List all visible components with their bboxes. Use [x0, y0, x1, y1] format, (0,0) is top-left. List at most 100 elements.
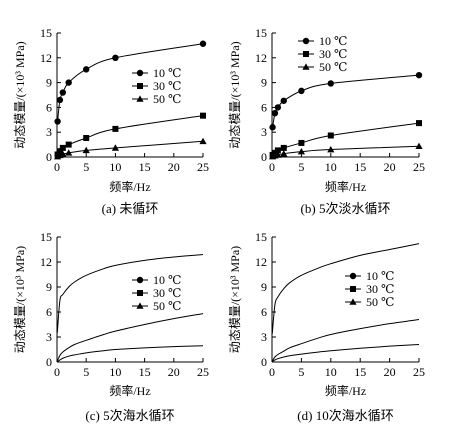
data-point	[199, 137, 207, 145]
series-line-0	[272, 74, 420, 128]
x-tick-label: 5	[83, 365, 89, 379]
data-point	[59, 144, 66, 151]
data-point	[280, 144, 287, 151]
x-tick-label: 25	[197, 365, 209, 379]
panel-caption: (a) 未循环	[102, 201, 159, 216]
data-point	[65, 79, 72, 86]
legend-marker	[136, 69, 144, 77]
x-tick-label: 20	[384, 365, 396, 379]
legend-marker	[349, 272, 357, 280]
data-point	[65, 149, 73, 156]
y-tick-label: 15	[255, 230, 267, 244]
data-point	[274, 147, 281, 154]
data-point	[111, 144, 119, 151]
panel-caption: (b) 5次淡水循环	[301, 201, 391, 216]
data-point	[280, 97, 287, 104]
x-axis-label: 频率/Hz	[325, 383, 366, 398]
data-point	[327, 80, 334, 87]
chart-panel-0: 0 5 10 15 20 25 0 3 6 9 12 15 频率/Hz 动态模量/(×10³ MPa) (a…	[13, 26, 209, 216]
data-point	[56, 148, 63, 155]
legend: 10 ℃30 ℃50 ℃	[132, 273, 181, 313]
series-line-0	[56, 254, 204, 333]
y-tick-label: 6	[261, 100, 267, 114]
x-tick-label: 20	[168, 365, 180, 379]
legend-label: 10 ℃	[366, 269, 394, 283]
legend-marker	[136, 276, 144, 284]
legend-label: 50 ℃	[366, 295, 394, 309]
data-point	[327, 145, 335, 153]
x-axis-label: 频率/Hz	[109, 383, 150, 398]
data-point	[327, 132, 334, 139]
x-tick-label: 10	[325, 365, 337, 379]
y-tick-label: 12	[255, 255, 267, 269]
data-point	[82, 146, 90, 154]
x-tick-label: 5	[83, 160, 89, 174]
data-point	[83, 134, 90, 141]
x-axis-label: 频率/Hz	[325, 179, 366, 194]
series-line-2	[272, 145, 420, 158]
x-tick-label: 10	[325, 160, 337, 174]
chart-panel-3: 0 5 10 15 20 25 0 3 6 9 12 15 频率/Hz 动态模量/(×10³ MPa) (d…	[228, 230, 425, 423]
y-tick-label: 15	[40, 230, 52, 244]
data-point	[56, 96, 64, 104]
x-tick-label: 15	[354, 365, 366, 379]
y-axis-label: 动态模量/(×10³ MPa)	[228, 246, 242, 353]
x-tick-label: 15	[139, 365, 151, 379]
x-axis-label: 频率/Hz	[109, 179, 150, 194]
data-point	[297, 148, 305, 155]
y-tick-label: 12	[40, 51, 52, 65]
y-tick-label: 15	[40, 26, 52, 40]
y-axis-label: 动态模量/(×10³ MPa)	[13, 246, 27, 353]
chart-panel-2: 0 5 10 15 20 25 0 3 6 9 12 15 频率/Hz 动态模量/(×10³ MPa) (c…	[13, 230, 209, 423]
y-tick-label: 12	[255, 51, 267, 65]
legend-marker	[349, 298, 357, 305]
series-line-0	[271, 243, 420, 334]
legend-label: 50 ℃	[153, 299, 181, 313]
data-point	[83, 66, 90, 73]
y-tick-label: 6	[261, 305, 267, 319]
y-axis-label: 动态模量/(×10³ MPa)	[13, 41, 27, 148]
y-tick-label: 3	[46, 330, 52, 344]
x-tick-label: 0	[54, 160, 60, 174]
data-point	[65, 141, 72, 148]
data-point	[274, 151, 282, 158]
legend-marker	[302, 63, 310, 70]
y-tick-label: 12	[40, 255, 52, 269]
x-tick-label: 0	[54, 365, 60, 379]
x-tick-label: 10	[109, 365, 121, 379]
data-point	[415, 142, 423, 150]
legend: 10 ℃30 ℃50 ℃	[298, 34, 347, 74]
data-point	[59, 150, 67, 157]
series-line-1	[56, 313, 204, 362]
legend-label: 30 ℃	[153, 79, 181, 93]
y-tick-label: 0	[46, 355, 52, 369]
data-point	[269, 124, 276, 131]
series-line-1	[57, 115, 204, 155]
legend-label: 30 ℃	[366, 282, 394, 296]
legend-label: 10 ℃	[153, 273, 181, 287]
x-tick-label: 5	[298, 365, 304, 379]
legend-label: 50 ℃	[153, 92, 181, 106]
legend-label: 30 ℃	[153, 286, 181, 300]
y-tick-label: 9	[261, 76, 267, 90]
y-tick-label: 3	[261, 125, 267, 139]
data-point	[59, 89, 67, 96]
legend: 10 ℃30 ℃50 ℃	[345, 269, 394, 309]
chart-panel-1: 0 5 10 15 20 25 0 3 6 9 12 15 频率/Hz 动态模量/(×10³ MPa) (b…	[228, 26, 425, 216]
y-tick-label: 9	[46, 280, 52, 294]
series-line-1	[271, 319, 420, 362]
y-axis-label: 动态模量/(×10³ MPa)	[228, 41, 242, 148]
x-tick-label: 20	[168, 160, 180, 174]
legend-label: 30 ℃	[319, 47, 347, 61]
panel-caption: (c) 5次海水循环	[85, 408, 174, 423]
x-tick-label: 0	[269, 365, 275, 379]
y-tick-label: 0	[46, 150, 52, 164]
x-tick-label: 15	[139, 160, 151, 174]
y-tick-label: 15	[255, 26, 267, 40]
data-point	[199, 40, 207, 47]
x-tick-label: 20	[384, 160, 396, 174]
y-tick-label: 0	[261, 150, 267, 164]
x-tick-label: 25	[197, 160, 209, 174]
data-point	[298, 87, 305, 95]
panel-caption: (d) 10次海水循环	[297, 408, 393, 423]
